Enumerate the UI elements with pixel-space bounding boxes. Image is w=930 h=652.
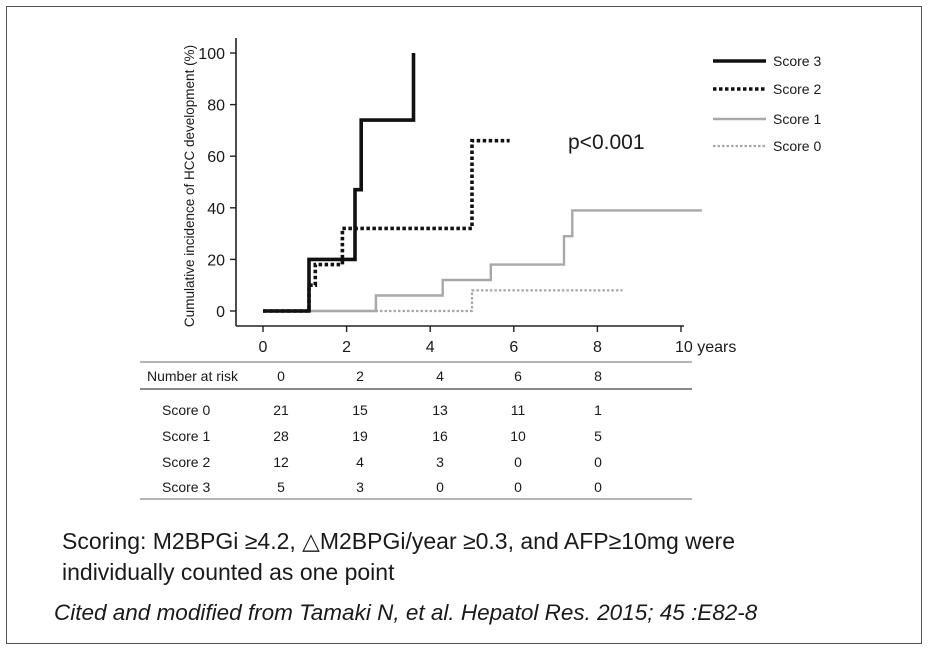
risk-table-cell: 4: [356, 454, 364, 470]
risk-table-column-header: 4: [436, 368, 444, 384]
chart-series: [263, 53, 702, 313]
risk-table-cell: 0: [594, 479, 602, 495]
legend-label: Score 3: [773, 53, 821, 69]
risk-table-cell: 3: [356, 479, 364, 495]
risk-table-cell: 0: [436, 479, 444, 495]
citation: Cited and modified from Tamaki N, et al.…: [54, 600, 758, 625]
risk-table-cell: 3: [436, 454, 444, 470]
p-value-annotation: p<0.001: [568, 131, 645, 154]
risk-table-cell: 5: [594, 428, 602, 444]
legend-label: Score 0: [773, 138, 821, 154]
x-tick-label: 0: [259, 339, 268, 356]
risk-table-cell: 19: [352, 428, 368, 444]
series-line-score-3: [263, 53, 416, 313]
risk-table-column-header: 0: [277, 368, 285, 384]
risk-table-column-header: 2: [356, 368, 364, 384]
chart-legend: Score 3 Score 2 Score 1 Score 0: [713, 53, 821, 154]
x-tick-label: 10 years: [675, 339, 736, 356]
x-tick-label: 4: [426, 339, 435, 356]
risk-table-row-label: Score 2: [162, 454, 210, 470]
risk-table-cell: 16: [432, 428, 448, 444]
risk-table-column-header: 8: [594, 368, 602, 384]
y-tick-label: 60: [207, 149, 225, 166]
risk-table-row-label: Score 1: [162, 428, 210, 444]
y-tick-label: 0: [216, 304, 225, 321]
series-line-score-1: [263, 209, 702, 313]
y-tick-label: 80: [207, 98, 225, 115]
risk-table-cell: 0: [594, 454, 602, 470]
risk-table-cell: 11: [511, 402, 526, 418]
x-tick-label: 8: [593, 339, 602, 356]
risk-table-row-label: Score 0: [162, 402, 210, 418]
series-line-score-2: [263, 138, 510, 313]
risk-table-row-label: Score 3: [162, 479, 210, 495]
risk-table-cell: 5: [277, 479, 285, 495]
legend-label: Score 2: [773, 81, 821, 97]
risk-table-cell: 1: [594, 402, 602, 418]
risk-table-cell: 15: [352, 402, 368, 418]
risk-table-header-label: Number at risk: [147, 368, 239, 384]
y-tick-label: 40: [207, 201, 225, 218]
scoring-caption-line-2: individually counted as one point: [62, 559, 395, 585]
risk-table-cell: 13: [432, 402, 448, 418]
risk-table-cell: 12: [273, 454, 289, 470]
risk-table-cell: 21: [273, 402, 289, 418]
y-axis-label: Cumulative incidence of HCC development …: [182, 45, 197, 327]
chart-axes: 0 20 40 60 80 100 0 2 4 6 8 10 years: [198, 38, 736, 356]
scoring-caption-line-1: Scoring: M2BPGi ≥4.2, △M2BPGi/year ≥0.3,…: [62, 528, 736, 554]
risk-table-cell: 0: [514, 454, 522, 470]
y-tick-label: 100: [198, 46, 225, 63]
y-tick-label: 20: [207, 252, 225, 269]
risk-table-column-header: 6: [514, 368, 522, 384]
risk-table-cell: 0: [514, 479, 522, 495]
risk-table-cell: 28: [273, 428, 289, 444]
risk-table-cell: 10: [510, 428, 526, 444]
figure-frame: [6, 6, 922, 644]
x-tick-label: 2: [342, 339, 351, 356]
x-tick-label: 6: [509, 339, 518, 356]
legend-label: Score 1: [773, 111, 821, 127]
